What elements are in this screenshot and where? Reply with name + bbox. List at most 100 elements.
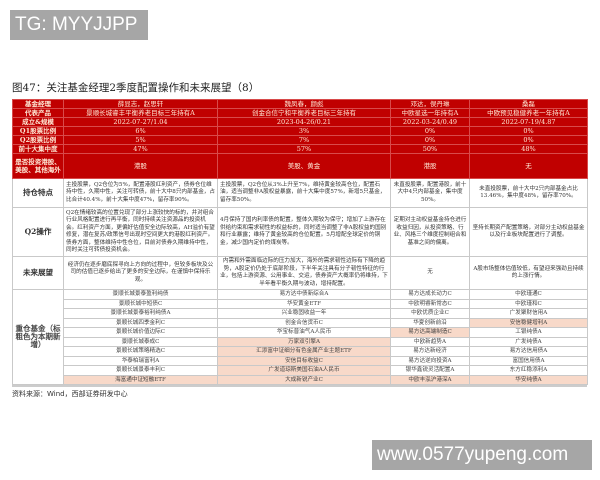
manager-cell: 魏凤春，颜彪 bbox=[217, 99, 391, 109]
holding-cell: 未直投股票，前十大中2只内部基金占比13.46%，集中度48%，留存率70%。 bbox=[469, 178, 588, 208]
holding-row: 重仓基金（标粗色为本期新增） 景顺长城景泰盈利纯债 易方达中债新综合A 易方达成长动力… bbox=[12, 289, 588, 385]
holding-fund-cell: 安信目标收益C bbox=[217, 355, 391, 366]
holding-fund-cell: 工银纯债A bbox=[469, 327, 588, 338]
holding-fund-cell: 中欧丰泓沪港深A bbox=[390, 374, 470, 385]
row-label: 成立&规模 bbox=[12, 117, 64, 127]
product-cell: 中欧预见稳健养老一年持有A bbox=[469, 108, 588, 118]
row-label: Q2操作 bbox=[12, 207, 64, 257]
inception-size-cell: 2022-03-24/0.49 bbox=[390, 117, 470, 127]
holding-cell: 主投股票，Q2仓位为5%，配置港股红利资产，债券仓位维持中性，久期中性，关注可转… bbox=[63, 178, 218, 208]
holding-fund-cell: 景顺长城策略精选C bbox=[63, 346, 218, 357]
outlook-cell: 内需和外需面临边际的压力加大，海外的需求韧性边际有下降的趋势，A股定价仍处于底部… bbox=[217, 256, 391, 290]
row-label: 是否投资港股、美股、其他海外 bbox=[12, 153, 64, 179]
row-label: 代表产品 bbox=[12, 108, 64, 118]
row-label: 未来展望 bbox=[12, 256, 64, 290]
header-row-overseas-investment: 是否投资港股、美股、其他海外 港股 美股、黄金 港股无 bbox=[12, 153, 588, 179]
holding-row: 海富通中证短融ETF 大成新锐产业C 中欧丰泓沪港深A 华安纯债A bbox=[13, 374, 588, 385]
holding-fund-cell: 安信稳健增利A bbox=[469, 317, 588, 328]
holding-fund-cell: 中欧瑾通C bbox=[469, 289, 588, 300]
holding-fund-cell: 华泰柏瑞富利A bbox=[63, 355, 218, 366]
row-holding: 持仓特点 主投股票，Q2仓位为5%，配置港股红利资产，债券仓位维持中性，久期中性，… bbox=[12, 178, 588, 208]
holding-fund-cell: 中欧优质企业C bbox=[390, 308, 470, 319]
holding-fund-cell: 中欧新趋势A bbox=[390, 336, 470, 347]
holding-fund-cell: 景顺长城泰成C bbox=[63, 336, 218, 347]
holding-fund-cell: 易方达新经济 bbox=[390, 346, 470, 357]
row-label: 前十大集中度 bbox=[12, 144, 64, 154]
holding-fund-cell: 汇添富中证细分有色金属产业主题ETF bbox=[217, 346, 391, 357]
holding-fund-cell: 广发纯债A bbox=[469, 336, 588, 347]
overseas-investment-cell: 美股、黄金 bbox=[217, 153, 391, 179]
holding-fund-cell: 广发道琼斯美国石油A人民币 bbox=[217, 365, 391, 376]
inception-size-cell: 2022-07-27/1.04 bbox=[63, 117, 218, 127]
q2-equity-ratio-cell: 0% bbox=[469, 135, 588, 145]
manager-cell: 邓达，俣丹琳 bbox=[390, 99, 470, 109]
row-label: 基金经理 bbox=[12, 99, 64, 109]
holding-fund-cell: 景顺长城景泰裕利纯债A bbox=[63, 308, 218, 319]
holding-fund-cell: 华宝标普油气A人民币 bbox=[217, 327, 391, 338]
manager-cell: 薛显志，赵思轩 bbox=[63, 99, 218, 109]
holding-fund-cell: 华安纯债A bbox=[469, 374, 588, 385]
product-cell: 中欧星选一年持有A bbox=[390, 108, 470, 118]
row-label: Q2股票比例 bbox=[12, 135, 64, 145]
watermark-bottom: www.0577yupeng.com bbox=[372, 440, 592, 470]
top10-concentration-cell: 50% bbox=[390, 144, 470, 154]
q2op-cell: 定期对主动权益基金持仓进行收益归因，从投资策略、行业、风格三个维度控制组合和基准… bbox=[390, 207, 470, 257]
inception-size-cell: 2022-07-19/4.87 bbox=[469, 117, 588, 127]
inception-size-cell: 2023-04-26/0.21 bbox=[217, 117, 391, 127]
row-outlook: 未来展望 经济仍在逐步磨底探寻向上方向的过程中，但较多板块及公司的估值已逐步给出了… bbox=[12, 256, 588, 290]
product-cell: 创金合信宁和平衡养老目标三年持有 bbox=[217, 108, 391, 118]
holding-row: 景顺长城泰成C 万家双引擎A 中欧新趋势A 广发纯债A bbox=[13, 336, 588, 347]
holding-cell: 主投股票，Q2仓位从3%上升至7%，维持黄金较高仓位，配置石油，适当调整非A股权… bbox=[217, 178, 391, 208]
holding-fund-cell: 景顺长城景泰盈利纯债 bbox=[63, 289, 218, 300]
row-q2op: Q2操作 Q2在情绪较高的位置兑现了部分上涨较快的标的，并对组合行业风格配置进行再… bbox=[12, 207, 588, 257]
figure-title: 图47：关注基金经理2季度配置操作和未来展望（8） bbox=[12, 82, 260, 94]
row-label: 重仓基金（标粗色为本期新增） bbox=[12, 289, 64, 385]
holding-cell: 未直投股票，配置港股，前十大中4只内部基金，集中度50%。 bbox=[390, 178, 470, 208]
row-label: 持仓特点 bbox=[12, 178, 64, 208]
header-row-product: 代表产品 景顺长城睿丰平衡养老目标三年持有A 创金合信宁和平衡养老目标三年持有 中欧星… bbox=[12, 108, 588, 118]
q1-equity-ratio-cell: 0% bbox=[390, 126, 470, 136]
product-cell: 景顺长城睿丰平衡养老目标三年持有A bbox=[63, 108, 218, 118]
outlook-cell: 经济仍在逐步磨底探寻向上方向的过程中，但较多板块及公司的估值已逐步给出了更多的安… bbox=[63, 256, 218, 290]
holding-fund-cell: 易方达中债新综合A bbox=[217, 289, 391, 300]
holding-fund-cell: 广发聚财信用A bbox=[469, 308, 588, 319]
header-row-q1-equity-ratio: Q1股票比例 6% 3% 0% 0% bbox=[12, 126, 588, 136]
holding-fund-cell: 景顺长城景泰丰利C bbox=[63, 365, 218, 376]
outlook-cell: A股市场整体估值较低，有望迎来强劲且持续的上涨行情。 bbox=[469, 256, 588, 290]
holding-fund-cell: 华夏创新前沿 bbox=[390, 317, 470, 328]
overseas-investment-cell: 港股 bbox=[63, 153, 218, 179]
holding-fund-cell: 东方红稳添利A bbox=[469, 365, 588, 376]
holding-fund-cell: 万家双引擎A bbox=[217, 336, 391, 347]
q1-equity-ratio-cell: 0% bbox=[469, 126, 588, 136]
holding-row: 景顺长城四季金利C 创金合信货币C 华夏创新前沿 安信稳健增利A bbox=[13, 317, 588, 328]
holding-fund-cell: 中欧明睿新常态C bbox=[390, 298, 470, 309]
holding-fund-cell: 景顺长城价值边际C bbox=[63, 327, 218, 338]
q1-equity-ratio-cell: 3% bbox=[217, 126, 391, 136]
overseas-investment-cell: 港股 bbox=[390, 153, 470, 179]
holding-row: 景顺长城中短债C 华安黄金ETF 中欧明睿新常态C 中欧瑾和C bbox=[13, 298, 588, 309]
holding-fund-cell: 景顺长城中短债C bbox=[63, 298, 218, 309]
q2-equity-ratio-cell: 0% bbox=[390, 135, 470, 145]
holding-fund-cell: 易方达成长动力C bbox=[390, 289, 470, 300]
header-row-inception-size: 成立&规模 2022-07-27/1.04 2023-04-26/0.21 2022-… bbox=[12, 117, 588, 127]
holding-fund-cell: 海富通中证短融ETF bbox=[63, 374, 218, 385]
holding-fund-cell: 兴业稳固收益一年 bbox=[217, 308, 391, 319]
holding-row: 华泰柏瑞富利A 安信目标收益C 易方达逆向投资A 富国信用债A bbox=[13, 355, 588, 366]
holding-fund-cell: 华安黄金ETF bbox=[217, 298, 391, 309]
q2op-cell: Q2在情绪较高的位置兑现了部分上涨较快的标的，并对组合行业风格配置进行再平衡，同… bbox=[63, 207, 218, 257]
row-label: Q1股票比例 bbox=[12, 126, 64, 136]
top10-concentration-cell: 47% bbox=[63, 144, 218, 154]
outlook-cell: 无 bbox=[390, 256, 470, 290]
q1-equity-ratio-cell: 6% bbox=[63, 126, 218, 136]
holding-fund-cell: 易方达高端制造C bbox=[390, 327, 470, 338]
q2-equity-ratio-cell: 7% bbox=[217, 135, 391, 145]
holding-fund-cell: 银华鑫锐灵活配置A bbox=[390, 365, 470, 376]
manager-cell: 桑磊 bbox=[469, 99, 588, 109]
top10-concentration-cell: 57% bbox=[217, 144, 391, 154]
header-row-manager: 基金经理 薛显志，赵思轩 魏凤春，颜彪 邓达，俣丹琳 桑磊 bbox=[12, 99, 588, 109]
q2op-cell: 4月保持了国内利率债的配置，整体久期较为保守；增加了上游存在供给约束和需求韧性的… bbox=[217, 207, 391, 257]
holding-fund-cell: 创金合信货币C bbox=[217, 317, 391, 328]
holding-fund-cell: 景顺长城四季金利C bbox=[63, 317, 218, 328]
header-row-top10-concentration: 前十大集中度 47% 57% 50% 48% bbox=[12, 144, 588, 154]
fund-manager-table: 基金经理 薛显志，赵思轩 魏凤春，颜彪 邓达，俣丹琳 桑磊 代表产品 景顺长城睿丰平衡养老目… bbox=[12, 99, 588, 385]
